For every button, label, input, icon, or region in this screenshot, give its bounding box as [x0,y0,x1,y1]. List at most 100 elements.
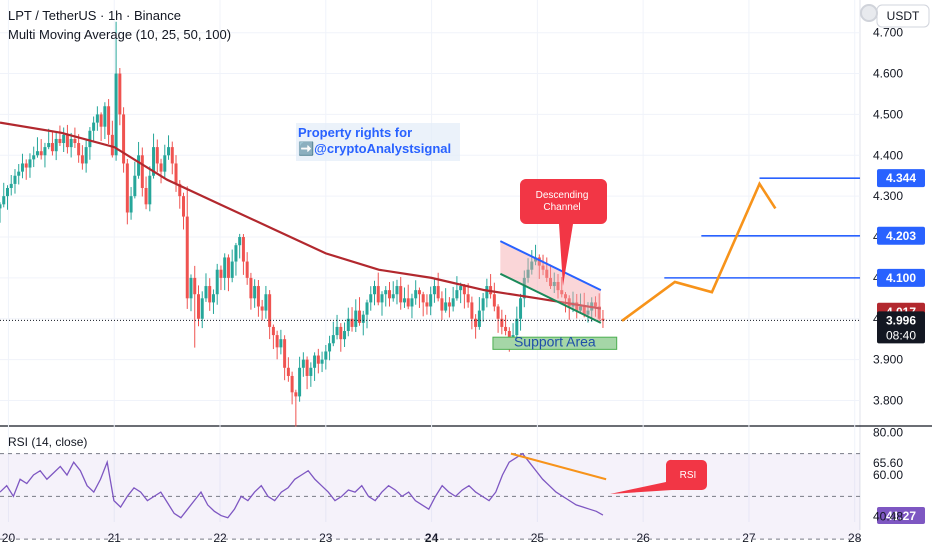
candle-body [279,339,283,348]
currency-badge-label: USDT [887,9,920,23]
rsi-current-text: 41.27 [886,509,916,523]
currency-badge: USDT [876,4,930,28]
candle-body [13,175,17,184]
candle-body [35,151,39,156]
candle-body [114,73,118,156]
candle-body [47,143,51,148]
y-tick-label: 4.700 [873,26,903,40]
candle-body [155,147,159,164]
candle-body [163,155,167,172]
candle-body [211,294,215,303]
symbol-title[interactable]: LPT / TetherUS · 1h · Binance [8,8,181,23]
candle-body [65,134,69,148]
candle-body [515,318,519,336]
y-tick-label: 3.900 [873,353,903,367]
candle-body [537,257,541,266]
y-tick-label: 4.300 [873,189,903,203]
candle-body [564,294,568,299]
rsi-line [0,452,604,519]
y-tick-label: 4.400 [873,148,903,162]
candle-body [309,367,313,376]
candle-body [133,175,137,197]
candle-body [593,302,597,307]
candle-body [264,294,268,311]
candle-body [39,151,43,156]
candle-body [118,73,122,115]
candle-body [140,155,144,188]
candle-body [324,351,328,360]
channel-upper-line [499,240,602,292]
candle-body [414,290,418,299]
candle-body [470,302,474,319]
x-tick-label: 26 [636,531,650,545]
candle-body [556,281,560,291]
candle-body [373,286,377,295]
candle-body [545,269,549,278]
candle-body [331,335,335,344]
candle-body [402,298,406,303]
candle-body [526,269,530,278]
rsi-callout: RSI [610,459,707,494]
candle-body [406,298,410,307]
indicator-legend[interactable]: Multi Moving Average (10, 25, 50, 100) [8,27,232,42]
candle-body [99,114,103,127]
candle-body [249,277,253,299]
candle-body [597,306,601,319]
candle-body [84,147,88,164]
candle-body [189,277,193,299]
candle-body [260,306,264,311]
price-label-target: 4.100 [877,268,925,287]
candle-body [241,237,245,262]
candle-body [43,147,47,156]
price-label-box [877,268,925,287]
candle-body [0,204,2,209]
rsi-tick-label: 60.00 [873,468,903,482]
candle-body [223,257,227,278]
candle-body [159,163,163,172]
candle-body [80,155,84,164]
candle-body [530,261,534,270]
candle-body [425,302,429,307]
candle-body [107,106,111,135]
candle-body [28,159,32,168]
x-tick-label: 22 [213,531,227,545]
candle-body [77,143,81,156]
candle-body [575,302,579,311]
candle-body [410,298,414,307]
candle-body [477,310,481,327]
candle-body [92,122,96,131]
candle-body [519,298,523,319]
candle-body [110,134,114,156]
candle-body [358,310,362,323]
settings-gear-icon[interactable] [860,4,878,22]
candle-body [24,163,28,168]
candle-body [32,155,36,160]
candle-body [196,294,200,319]
x-tick-label: 21 [108,531,122,545]
candle-body [350,318,354,327]
candle-body [429,294,433,307]
candle-body [294,392,298,397]
candle-body [391,294,395,299]
price-label-target: 4.344 [877,169,925,188]
candle-body [271,326,275,336]
candle-body [268,294,272,327]
candle-body [17,171,21,176]
candle-body [474,318,478,327]
candle-body [552,281,556,287]
candle-body [313,355,317,368]
candle-body [496,306,500,319]
y-tick-label: 3.800 [873,393,903,407]
candle-body [182,196,186,217]
candle-body [601,318,605,321]
candle-body [238,237,242,246]
candle-body [492,294,496,307]
candle-body [399,286,403,303]
channel-fill [500,241,601,323]
moving-average-line [0,121,602,310]
rsi-current-label: 41.27 [877,507,925,525]
watermark-box [296,123,460,161]
